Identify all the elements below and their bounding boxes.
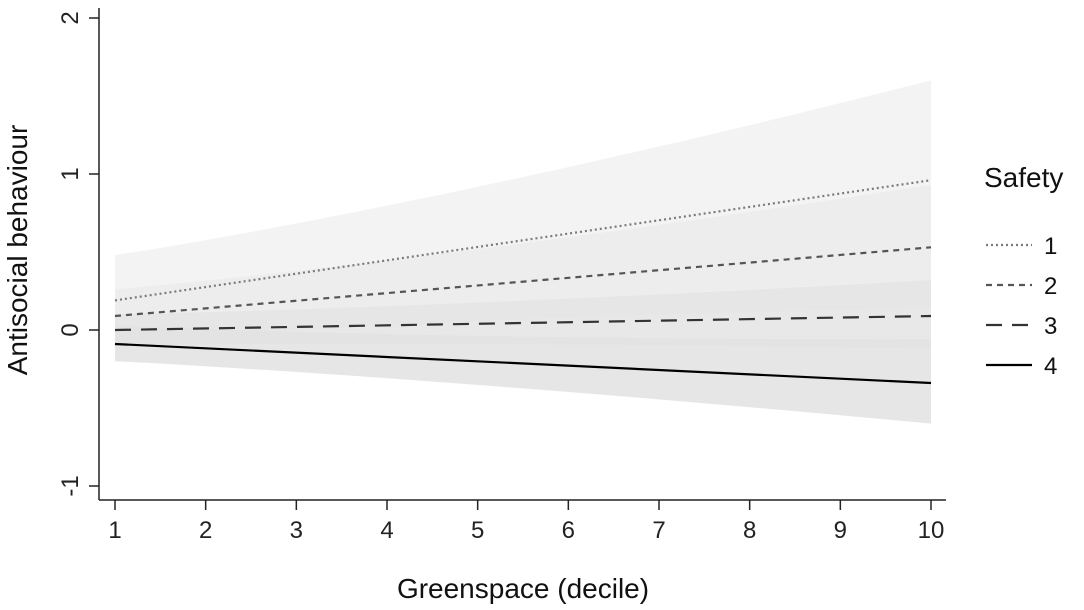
legend-label-2: 2	[1044, 273, 1057, 300]
series-line-3	[114, 314, 932, 332]
y-tick-label: 0	[57, 323, 84, 336]
y-tick-label: 1	[57, 167, 84, 180]
series-line-2	[114, 246, 932, 318]
x-tick-label: 1	[108, 517, 121, 544]
series-lines	[114, 179, 932, 385]
ci-band-series-3	[115, 280, 931, 349]
series-line-4	[114, 342, 932, 385]
y-ticks: -1 0 1 2	[57, 11, 99, 497]
x-tick-label: 6	[562, 517, 575, 544]
x-tick-label: 9	[834, 517, 847, 544]
legend-items: 1 2 3 4	[986, 233, 1057, 380]
legend-label-3: 3	[1044, 313, 1057, 340]
x-tick-label: 7	[652, 517, 665, 544]
y-axis-title: Antisocial behaviour	[2, 125, 33, 376]
y-tick-label: 2	[57, 11, 84, 24]
legend-label-1: 1	[1044, 233, 1057, 260]
x-tick-label: 5	[471, 517, 484, 544]
x-axis-title: Greenspace (decile)	[397, 573, 649, 604]
legend-title: Safety	[984, 162, 1063, 193]
confidence-bands	[115, 80, 931, 424]
legend: Safety 1 2 3 4	[984, 162, 1063, 380]
x-tick-label: 2	[199, 517, 212, 544]
x-tick-label: 4	[380, 517, 393, 544]
axes	[98, 8, 946, 501]
x-tick-label: 8	[743, 517, 756, 544]
y-tick-label: -1	[57, 475, 84, 496]
x-tick-label: 10	[918, 517, 945, 544]
x-ticks: 1 2 3 4 5 6 7 8 9 10	[108, 500, 944, 544]
ci-band-series-4	[115, 325, 931, 424]
legend-label-4: 4	[1044, 353, 1057, 380]
x-tick-label: 3	[290, 517, 303, 544]
